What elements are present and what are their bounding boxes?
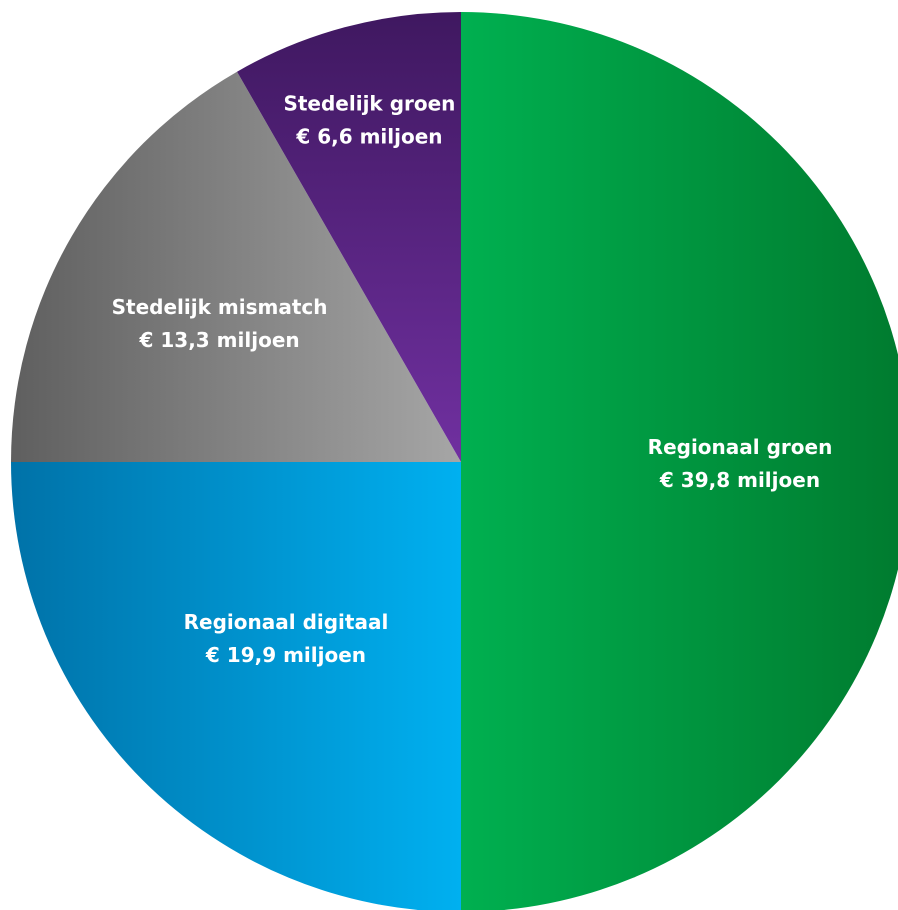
slice-value-stedelijk-mismatch: € 13,3 miljoen [138, 328, 299, 352]
pie-slice-regionaal-digitaal [11, 462, 461, 910]
slice-label-regionaal-groen: Regionaal groen [648, 435, 833, 459]
slice-label-stedelijk-mismatch: Stedelijk mismatch [112, 295, 328, 319]
pie-slice-stedelijk-groen [237, 12, 461, 462]
slice-label-stedelijk-groen: Stedelijk groen [283, 91, 455, 115]
pie-slices [11, 12, 898, 910]
slice-value-stedelijk-groen: € 6,6 miljoen [295, 124, 442, 148]
slice-value-regionaal-digitaal: € 19,9 miljoen [205, 643, 366, 667]
slice-value-regionaal-groen: € 39,8 miljoen [659, 468, 820, 492]
pie-labels: Regionaal groen € 39,8 miljoen Regionaal d… [112, 91, 833, 667]
slice-label-regionaal-digitaal: Regionaal digitaal [184, 610, 389, 634]
pie-slice-stedelijk-mismatch [11, 71, 461, 462]
pie-slice-regionaal-groen [461, 12, 898, 910]
